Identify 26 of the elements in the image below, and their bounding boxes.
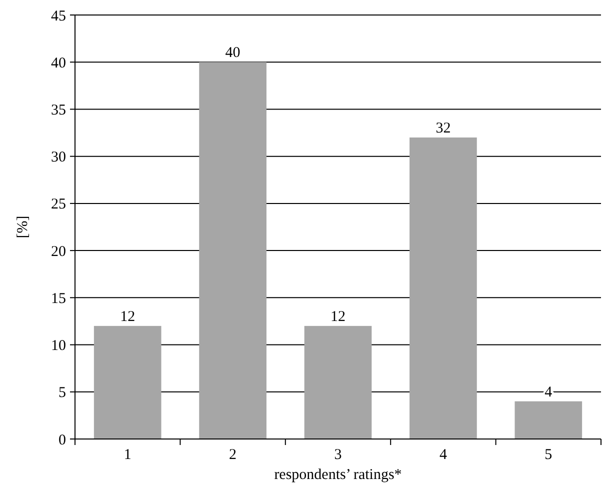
x-tick-label: 1 [124,447,132,463]
x-tick-label: 5 [544,447,552,463]
bar [304,326,372,439]
y-tick-label: 35 [51,102,66,118]
data-label: 12 [330,308,346,325]
y-tick-label: 25 [51,196,66,213]
bar [410,137,477,439]
data-label: 12 [120,308,136,325]
bar [514,401,582,439]
y-tick-label: 15 [51,290,66,307]
y-axis-title: [%] [15,216,31,238]
y-tick-label: 20 [51,244,66,260]
y-tick-label: 30 [51,150,66,166]
data-label: 40 [225,45,240,62]
x-tick-label: 4 [439,447,448,463]
y-tick-label: 0 [58,432,66,448]
x-tick-label: 3 [334,447,342,463]
x-tick-label: 2 [229,447,237,463]
bar [199,62,266,439]
y-tick-label: 45 [51,8,66,24]
data-label: 32 [436,120,451,136]
bar [94,326,162,439]
y-tick-label: 40 [51,55,66,72]
x-axis-title: respondents’ ratings* [274,467,402,483]
y-tick-label: 10 [51,338,66,354]
y-tick-label: 5 [58,385,66,402]
